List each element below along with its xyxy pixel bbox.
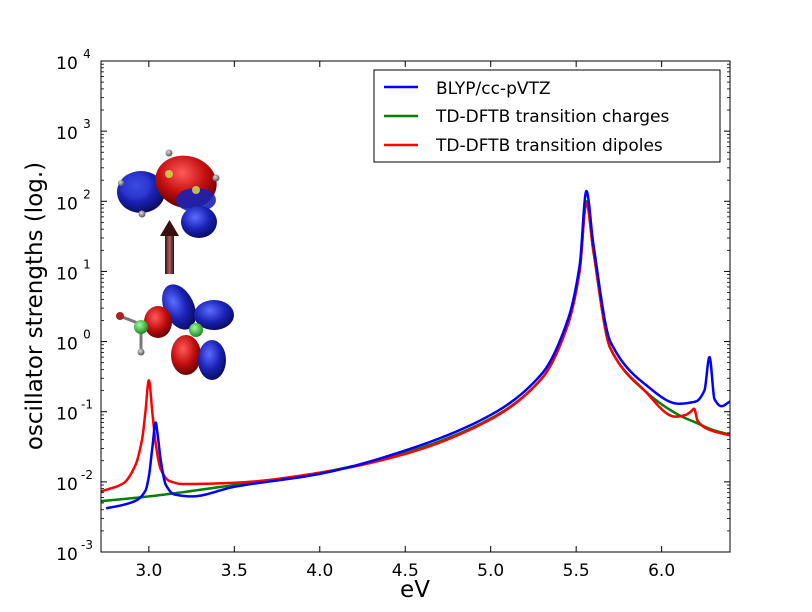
y-tick-label: 10	[56, 475, 78, 495]
y-tick-exponent: 1	[83, 257, 91, 271]
y-tick-exponent: 0	[83, 328, 91, 342]
x-tick-label: 3.0	[135, 561, 162, 581]
series-line-blyp	[105, 189, 730, 510]
y-tick-label: 10	[56, 54, 78, 74]
transition-arrow-icon	[160, 220, 179, 274]
x-tick-label: 5.5	[563, 561, 590, 581]
y-tick-label: 10	[56, 194, 78, 214]
y-tick-exponent: -2	[81, 468, 93, 482]
legend-box	[373, 69, 721, 163]
x-tick-label: 3.5	[221, 561, 248, 581]
orbital-inset	[116, 149, 234, 380]
plot-frame	[100, 60, 731, 553]
y-tick-exponent: 2	[83, 187, 91, 201]
x-tick-label: 4.5	[392, 561, 419, 581]
y-tick-label: 10	[56, 545, 78, 565]
x-tick-label: 5.0	[477, 561, 504, 581]
x-axis-label: eV	[400, 577, 430, 603]
legend-label-charges: TD-DFTB transition charges	[435, 107, 670, 127]
legend-label-dipoles: TD-DFTB transition dipoles	[435, 136, 663, 156]
y-tick-label: 10	[56, 264, 78, 284]
y-tick-label: 10	[56, 335, 78, 355]
lower-orbital	[116, 284, 234, 380]
upper-orbital	[117, 149, 220, 238]
y-tick-exponent: -1	[81, 398, 93, 412]
series-layer	[101, 189, 730, 510]
y-tick-label: 10	[56, 405, 78, 425]
legend: BLYP/cc-pVTZ TD-DFTB transition charges …	[373, 69, 721, 163]
y-tick-exponent: 4	[83, 47, 91, 61]
y-tick-exponent: 3	[83, 117, 91, 131]
y-tick-label: 10	[56, 124, 78, 144]
legend-label-blyp: BLYP/cc-pVTZ	[436, 79, 551, 99]
y-tick-exponent: -3	[81, 538, 93, 552]
x-tick-label: 4.0	[306, 561, 333, 581]
series-line-dipoles	[101, 201, 730, 493]
x-axis-ticks: 3.0 3.5 4.0 4.5 5.0 5.5 6.0	[135, 61, 675, 581]
y-axis-label: oscillator strengths (log.)	[22, 162, 48, 450]
x-tick-label: 6.0	[648, 561, 675, 581]
